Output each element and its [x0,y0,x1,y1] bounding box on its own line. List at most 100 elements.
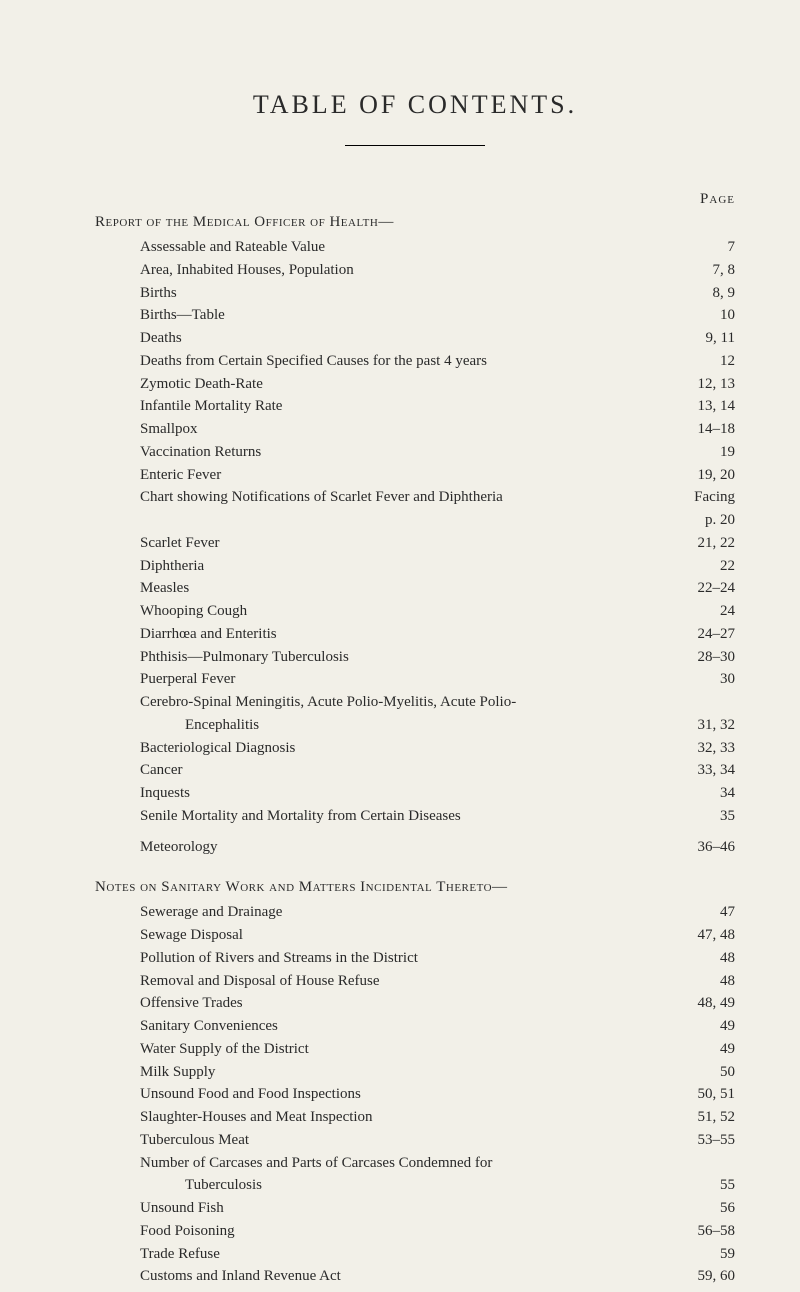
toc-entry-page: 7, 8 [680,260,735,282]
toc-entry: Scarlet Fever21, 22 [140,533,735,555]
toc-entry: Inquests 34 [140,783,735,805]
toc-entry-label: Pollution of Rivers and Streams in the D… [140,948,418,970]
toc-entry-page: 31, 32 [680,715,735,737]
toc-entry-page: 49 [680,1016,735,1038]
toc-entry-label: Removal and Disposal of House Refuse [140,971,380,993]
toc-entry-label: Milk Supply [140,1062,215,1084]
toc-entry: Pollution of Rivers and Streams in the D… [140,948,735,970]
toc-entry-label: Deaths from Certain Specified Causes for… [140,351,487,373]
toc-entry-page: 48 [680,971,735,993]
toc-entry-label: Unsound Fish [140,1198,224,1220]
section-heading: Notes on Sanitary Work and Matters Incid… [95,879,735,896]
toc-entry-label: Phthisis—Pulmonary Tuberculosis [140,647,349,669]
toc-entry-page: 12, 13 [680,374,735,396]
toc-entry-label: Sanitary Conveniences [140,1016,278,1038]
toc-entry-page: 53–55 [680,1130,735,1152]
toc-entry: Food Poisoning56–58 [140,1221,735,1243]
toc-entry-page: Facing [680,487,735,509]
toc-entry-label: Unsound Food and Food Inspections [140,1084,361,1106]
toc-entry-page: 14–18 [680,419,735,441]
toc-entry-page: 48 [680,948,735,970]
toc-entry: Births—Table 10 [140,305,735,327]
toc-entry-label: Births [140,283,177,305]
toc-entry-label: Tuberculous Meat [140,1130,249,1152]
toc-entry-page: 56–58 [680,1221,735,1243]
toc-entry-page: 9, 11 [680,328,735,350]
toc-entry: Cerebro-Spinal Meningitis, Acute Polio-M… [140,692,735,714]
toc-entry-label: Diphtheria [140,556,204,578]
toc-entry-label: Meteorology [140,837,217,859]
toc-entry-label: Inquests [140,783,190,805]
toc-entry: Removal and Disposal of House Refuse 48 [140,971,735,993]
toc-entry-page: 47, 48 [680,925,735,947]
toc-entry-page: 33, 34 [680,760,735,782]
toc-entry: Births 8, 9 [140,283,735,305]
toc-entry-label: Chart showing Notifications of Scarlet F… [140,487,503,509]
toc-entry-page: 51, 52 [680,1107,735,1129]
toc-entry-page: 47 [680,902,735,924]
toc-entry: Cancer 33, 34 [140,760,735,782]
toc-entry-label: Zymotic Death-Rate [140,374,263,396]
toc-entry: Meteorology36–46 [140,837,735,859]
toc-entry-page: 22 [680,556,735,578]
toc-entry-label: Encephalitis [185,715,259,737]
toc-entry-label: Births—Table [140,305,225,327]
toc-entry: Phthisis—Pulmonary Tuberculosis 28–30 [140,647,735,669]
toc-entry: Number of Carcases and Parts of Carcases… [140,1153,735,1175]
toc-entry-label: Whooping Cough [140,601,247,623]
toc-entry-label: Bacteriological Diagnosis [140,738,295,760]
toc-entry: Offensive Trades48, 49 [140,993,735,1015]
toc-entry-label: Tuberculosis [185,1175,262,1197]
toc-entry: Tuberculosis 55 [185,1175,735,1197]
toc-entry-page: 10 [680,305,735,327]
toc-entry: Vaccination Returns19 [140,442,735,464]
toc-entry-page: 28–30 [680,647,735,669]
toc-entry-label: Sewage Disposal [140,925,243,947]
toc-entry: Trade Refuse59 [140,1244,735,1266]
toc-entry-page: 7 [680,237,735,259]
toc-entry: Senile Mortality and Mortality from Cert… [140,806,735,828]
toc-entry-label: Slaughter-Houses and Meat Inspection [140,1107,373,1129]
toc-entry: Sewerage and Drainage47 [140,902,735,924]
toc-entry-page: 19, 20 [680,465,735,487]
toc-entry-page: 24–27 [680,624,735,646]
toc-entry: Unsound Food and Food Inspections 50, 51 [140,1084,735,1106]
section-heading: Report of the Medical Officer of Health— [95,214,735,231]
toc-entry: Zymotic Death-Rate 12, 13 [140,374,735,396]
toc-entry-page: 34 [680,783,735,805]
toc-entry: Measles22–24 [140,578,735,600]
toc-entry-label: Puerperal Fever [140,669,235,691]
toc-entry-page: 12 [680,351,735,373]
toc-entry-label: Deaths [140,328,182,350]
toc-entry-page: 24 [680,601,735,623]
toc-entry-page: 50 [680,1062,735,1084]
toc-entry-label: Diarrhœa and Enteritis [140,624,277,646]
toc-entry: Bacteriological Diagnosis 32, 33 [140,738,735,760]
document-title: TABLE OF CONTENTS. [95,90,735,120]
toc-entry: Chart showing Notifications of Scarlet F… [140,487,735,509]
toc-entry: Smallpox 14–18 [140,419,735,441]
toc-entry-page: 48, 49 [680,993,735,1015]
toc-entry-label: Assessable and Rateable Value [140,237,325,259]
toc-entry-page: 32, 33 [680,738,735,760]
toc-entry: Infantile Mortality Rate13, 14 [140,396,735,418]
toc-entry-page: 55 [680,1175,735,1197]
toc-entry: Area, Inhabited Houses, Population 7, 8 [140,260,735,282]
toc-entry-page: 8, 9 [680,283,735,305]
toc-entry-page: 49 [680,1039,735,1061]
toc-entry-label: Smallpox [140,419,198,441]
toc-entry-page: 21, 22 [680,533,735,555]
toc-entry: Tuberculous Meat 53–55 [140,1130,735,1152]
toc-entry: Diarrhœa and Enteritis 24–27 [140,624,735,646]
toc-entry-label: Infantile Mortality Rate [140,396,282,418]
toc-entry: Sanitary Conveniences 49 [140,1016,735,1038]
table-of-contents: Report of the Medical Officer of Health—… [95,214,735,1288]
toc-entry: Deaths from Certain Specified Causes for… [140,351,735,373]
toc-entry-label: Enteric Fever [140,465,221,487]
toc-entry-page: 50, 51 [680,1084,735,1106]
toc-entry-label: Vaccination Returns [140,442,261,464]
toc-entry-label: Cancer [140,760,182,782]
toc-entry: Unsound Fish56 [140,1198,735,1220]
toc-entry-label: Area, Inhabited Houses, Population [140,260,354,282]
toc-entry-page: 59, 60 [680,1266,735,1288]
